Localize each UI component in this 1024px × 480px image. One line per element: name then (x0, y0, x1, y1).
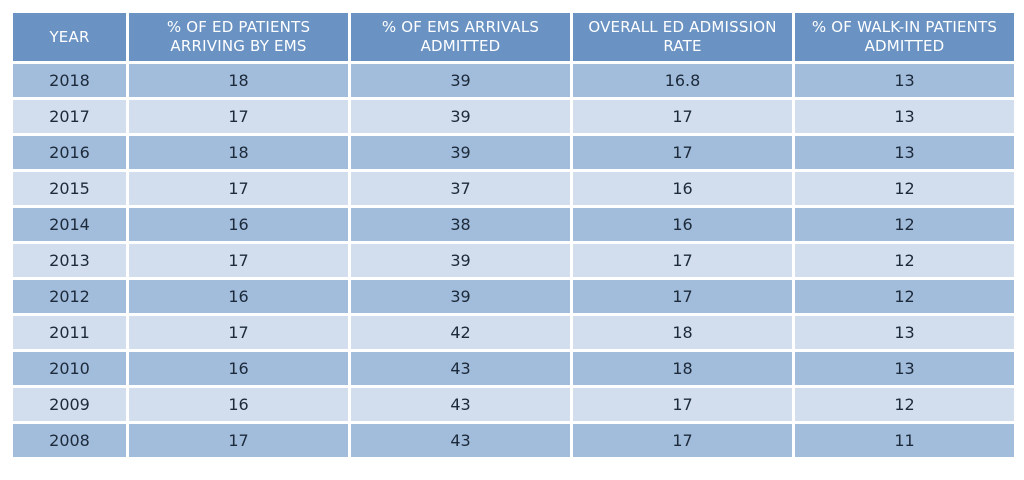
table-row: 2018 18 39 16.8 13 (13, 64, 1014, 97)
cell-pct-arriving-by-ems: 16 (129, 208, 348, 241)
table-row: 2011 17 42 18 13 (13, 316, 1014, 349)
cell-overall-admission-rate: 17 (573, 136, 792, 169)
table-row: 2010 16 43 18 13 (13, 352, 1014, 385)
cell-pct-ems-admitted: 43 (351, 352, 570, 385)
cell-year: 2008 (13, 424, 126, 457)
cell-pct-walk-in-admitted: 12 (795, 280, 1014, 313)
cell-pct-ems-admitted: 37 (351, 172, 570, 205)
cell-year: 2011 (13, 316, 126, 349)
cell-pct-arriving-by-ems: 18 (129, 136, 348, 169)
cell-pct-arriving-by-ems: 16 (129, 352, 348, 385)
header-pct-walk-in-admitted: % OF WALK-IN PATIENTS ADMITTED (795, 13, 1014, 61)
table-row: 2013 17 39 17 12 (13, 244, 1014, 277)
cell-pct-ems-admitted: 38 (351, 208, 570, 241)
table-row: 2009 16 43 17 12 (13, 388, 1014, 421)
cell-overall-admission-rate: 17 (573, 388, 792, 421)
cell-pct-walk-in-admitted: 13 (795, 136, 1014, 169)
cell-pct-arriving-by-ems: 17 (129, 100, 348, 133)
table-row: 2016 18 39 17 13 (13, 136, 1014, 169)
cell-overall-admission-rate: 17 (573, 100, 792, 133)
cell-pct-ems-admitted: 39 (351, 100, 570, 133)
cell-pct-walk-in-admitted: 12 (795, 244, 1014, 277)
header-overall-admission-rate: OVERALL ED ADMISSION RATE (573, 13, 792, 61)
cell-pct-ems-admitted: 39 (351, 244, 570, 277)
cell-year: 2017 (13, 100, 126, 133)
cell-overall-admission-rate: 17 (573, 244, 792, 277)
header-pct-ems-admitted: % OF EMS ARRIVALS ADMITTED (351, 13, 570, 61)
cell-pct-walk-in-admitted: 12 (795, 208, 1014, 241)
header-row: YEAR % OF ED PATIENTS ARRIVING BY EMS % … (13, 13, 1014, 61)
cell-pct-arriving-by-ems: 17 (129, 424, 348, 457)
cell-pct-ems-admitted: 43 (351, 424, 570, 457)
cell-year: 2018 (13, 64, 126, 97)
cell-pct-arriving-by-ems: 17 (129, 316, 348, 349)
data-table-container: YEAR % OF ED PATIENTS ARRIVING BY EMS % … (10, 10, 1016, 460)
cell-year: 2013 (13, 244, 126, 277)
cell-pct-ems-admitted: 39 (351, 64, 570, 97)
cell-year: 2010 (13, 352, 126, 385)
cell-overall-admission-rate: 16 (573, 172, 792, 205)
cell-pct-ems-admitted: 42 (351, 316, 570, 349)
cell-pct-ems-admitted: 39 (351, 280, 570, 313)
cell-pct-ems-admitted: 43 (351, 388, 570, 421)
table-row: 2014 16 38 16 12 (13, 208, 1014, 241)
cell-year: 2014 (13, 208, 126, 241)
header-year: YEAR (13, 13, 126, 61)
cell-pct-walk-in-admitted: 11 (795, 424, 1014, 457)
cell-pct-walk-in-admitted: 13 (795, 316, 1014, 349)
cell-pct-arriving-by-ems: 17 (129, 244, 348, 277)
cell-overall-admission-rate: 16 (573, 208, 792, 241)
cell-pct-walk-in-admitted: 13 (795, 352, 1014, 385)
cell-overall-admission-rate: 18 (573, 316, 792, 349)
cell-year: 2016 (13, 136, 126, 169)
cell-year: 2015 (13, 172, 126, 205)
cell-pct-walk-in-admitted: 13 (795, 100, 1014, 133)
cell-overall-admission-rate: 17 (573, 280, 792, 313)
cell-year: 2012 (13, 280, 126, 313)
cell-pct-walk-in-admitted: 13 (795, 64, 1014, 97)
cell-year: 2009 (13, 388, 126, 421)
cell-pct-ems-admitted: 39 (351, 136, 570, 169)
cell-overall-admission-rate: 16.8 (573, 64, 792, 97)
table-row: 2017 17 39 17 13 (13, 100, 1014, 133)
cell-pct-arriving-by-ems: 18 (129, 64, 348, 97)
table-row: 2015 17 37 16 12 (13, 172, 1014, 205)
cell-overall-admission-rate: 18 (573, 352, 792, 385)
ems-admission-table: YEAR % OF ED PATIENTS ARRIVING BY EMS % … (10, 10, 1017, 460)
cell-pct-walk-in-admitted: 12 (795, 388, 1014, 421)
cell-pct-arriving-by-ems: 16 (129, 388, 348, 421)
table-row: 2012 16 39 17 12 (13, 280, 1014, 313)
table-body: 2018 18 39 16.8 13 2017 17 39 17 13 2016 18 39 17 13 20… (13, 64, 1014, 457)
cell-pct-arriving-by-ems: 16 (129, 280, 348, 313)
header-pct-arriving-by-ems: % OF ED PATIENTS ARRIVING BY EMS (129, 13, 348, 61)
cell-overall-admission-rate: 17 (573, 424, 792, 457)
table-row: 2008 17 43 17 11 (13, 424, 1014, 457)
cell-pct-walk-in-admitted: 12 (795, 172, 1014, 205)
cell-pct-arriving-by-ems: 17 (129, 172, 348, 205)
